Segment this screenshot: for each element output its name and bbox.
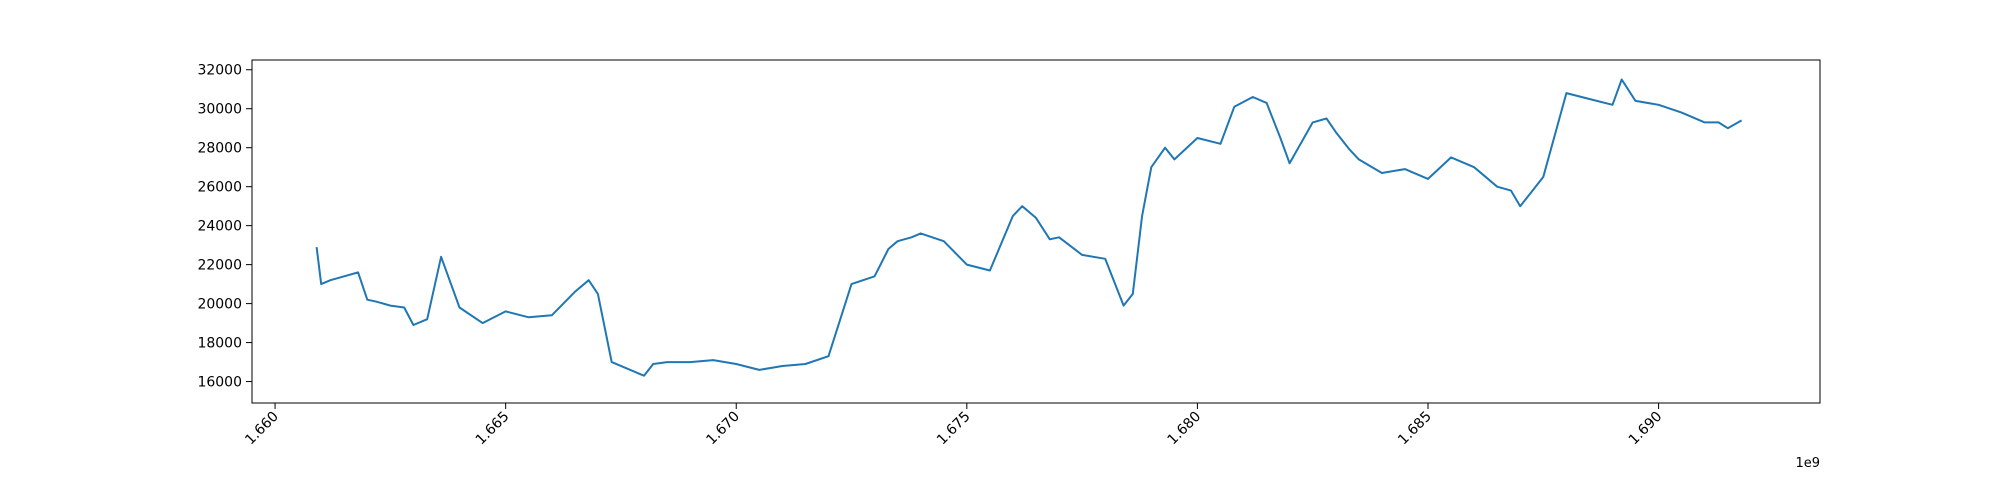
x-tick-label: 1.665 [473, 409, 513, 449]
y-tick-label: 26000 [197, 180, 242, 196]
y-tick-label: 22000 [197, 258, 242, 274]
y-tick-label: 28000 [197, 141, 242, 157]
y-tick-label: 24000 [197, 219, 242, 235]
x-tick-label: 1.660 [242, 409, 282, 449]
x-tick-label: 1.685 [1395, 409, 1435, 449]
x-tick-label: 1.675 [934, 409, 974, 449]
price-series-line [315, 78, 1743, 377]
y-tick-label: 16000 [197, 375, 242, 391]
y-tick-label: 30000 [197, 102, 242, 118]
x-tick-label: 1.680 [1165, 409, 1205, 449]
y-tick-label: 32000 [197, 63, 242, 79]
y-tick-label: 18000 [197, 336, 242, 352]
x-axis-offset-label: 1e9 [1795, 456, 1820, 471]
x-tick-label: 1.670 [703, 409, 743, 449]
tick-layer: 16000 18000 20000 22000 24000 26000 28000 30000… [197, 63, 1665, 448]
x-tick-label: 1.690 [1626, 409, 1666, 449]
y-tick-label: 20000 [197, 297, 242, 313]
plot-frame [251, 59, 1821, 404]
